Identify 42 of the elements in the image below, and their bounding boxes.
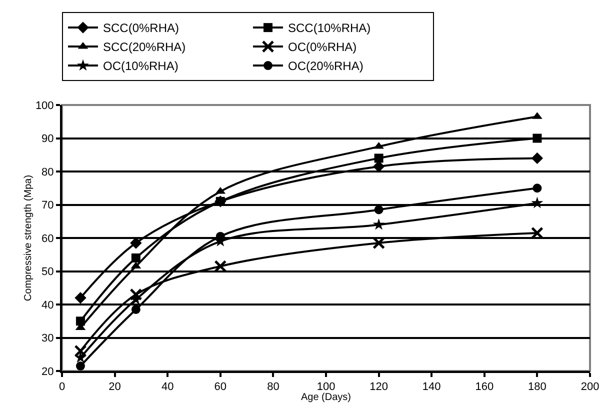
- legend-label: OC(20%RHA): [288, 59, 364, 74]
- point: [532, 184, 542, 193]
- y-tick-label: 40: [42, 299, 54, 312]
- y-axis-title: Compressive strength (Mpa): [23, 174, 34, 302]
- x-tick-label: 0: [58, 381, 66, 394]
- x-tick-label: 160: [475, 381, 494, 394]
- point: [74, 292, 86, 304]
- x-tick-label: 40: [161, 381, 174, 394]
- x-tick-label: 20: [108, 381, 121, 394]
- x-tick-label: 120: [370, 381, 388, 394]
- y-tick-label: 90: [42, 133, 54, 146]
- point: [74, 344, 87, 358]
- x-tick-label: 60: [214, 381, 227, 394]
- y-tick-label: 70: [42, 200, 54, 212]
- point: [131, 304, 140, 314]
- x-tick-label: 200: [580, 381, 600, 394]
- y-tick-label: 100: [35, 100, 54, 112]
- point: [531, 152, 544, 164]
- y-tick-label: 60: [42, 232, 54, 245]
- legend-label: SCC(10%RHA): [288, 21, 371, 36]
- y-tick-label: 50: [42, 266, 54, 278]
- point: [76, 362, 85, 371]
- point: [374, 205, 384, 214]
- point: [130, 288, 142, 301]
- point: [531, 196, 544, 208]
- y-tick-label: 80: [42, 166, 54, 178]
- legend-label: SCC(20%RHA): [103, 40, 186, 54]
- point: [372, 218, 385, 230]
- point: [532, 134, 542, 143]
- x-tick-label: 80: [267, 381, 280, 394]
- x-axis-title: Age (Days): [300, 392, 352, 403]
- x-tick-label: 180: [528, 381, 546, 394]
- legend-label: OC(10%RHA): [103, 59, 178, 74]
- point: [131, 253, 140, 262]
- x-tick-label: 140: [422, 381, 441, 394]
- y-tick-label: 30: [42, 332, 54, 345]
- legend-label: OC(0%RHA): [288, 40, 357, 54]
- y-tick-label: 20: [42, 366, 54, 378]
- point: [74, 351, 86, 363]
- x-tick-label: 100: [316, 381, 336, 394]
- legend-label: SCC(0%RHA): [103, 21, 180, 36]
- point: [374, 154, 384, 163]
